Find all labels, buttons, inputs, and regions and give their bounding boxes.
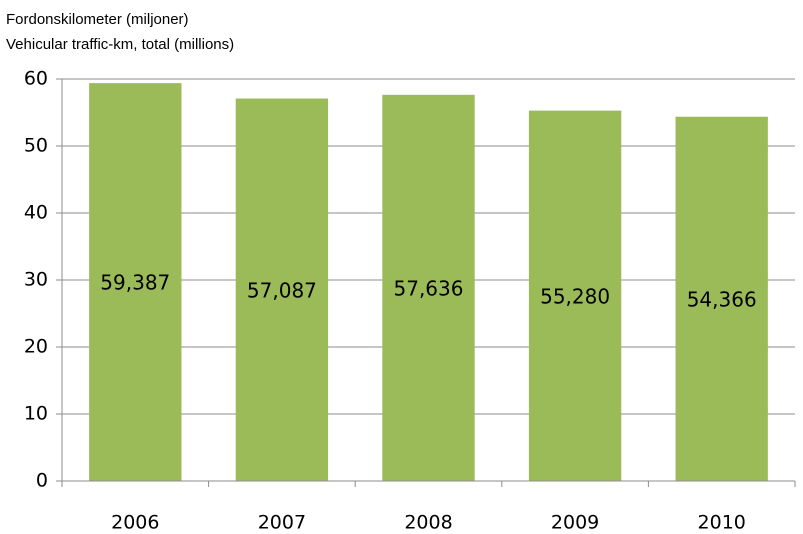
y-tick-label: 30 (24, 269, 48, 291)
bar (235, 98, 329, 482)
value-label: 59,387 (100, 271, 170, 295)
bar (89, 83, 182, 481)
value-label: 55,280 (540, 284, 610, 308)
x-tick-label: 2010 (698, 512, 746, 534)
x-tick-label: 2006 (111, 512, 159, 534)
bar (382, 94, 475, 481)
y-tick-label: 10 (24, 403, 48, 425)
value-label: 54,366 (687, 287, 757, 311)
y-tick-label: 20 (24, 336, 48, 358)
y-tick-label: 50 (24, 135, 48, 157)
chart-subtitle: Vehicular traffic-km, total (millions) (6, 36, 234, 53)
chart-title: Fordonskilometer (miljoner) (6, 11, 189, 28)
value-label: 57,087 (247, 278, 317, 302)
value-label: 57,636 (394, 276, 464, 300)
y-tick-label: 40 (24, 202, 48, 224)
x-tick-label: 2009 (551, 512, 599, 534)
bar (528, 110, 622, 482)
y-tick-label: 0 (36, 470, 48, 492)
x-tick-label: 2008 (404, 512, 452, 534)
bar (675, 116, 768, 481)
x-tick-label: 2007 (258, 512, 306, 534)
y-tick-label: 60 (24, 68, 48, 90)
